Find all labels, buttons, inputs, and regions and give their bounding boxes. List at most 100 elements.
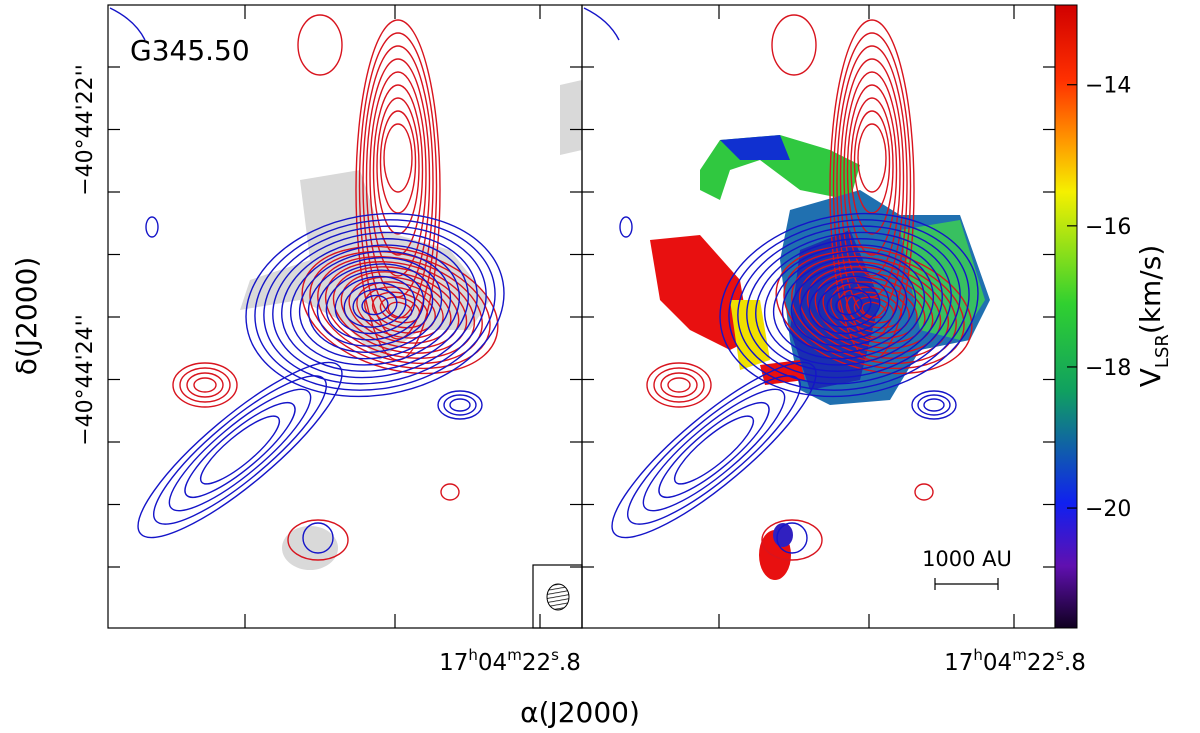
- blue-contour: [254, 219, 496, 391]
- red-contour: [440, 483, 460, 501]
- blue-contour: [673, 415, 755, 485]
- x-tick-part: h: [973, 646, 983, 664]
- beam-box: [532, 564, 583, 629]
- red-contour: [846, 84, 898, 256]
- x-tick-part: 17: [944, 650, 973, 676]
- blue-contour: [763, 244, 935, 366]
- blue-contour: [449, 398, 471, 412]
- red-contour: [667, 377, 691, 393]
- blue-contour: [658, 402, 770, 498]
- blue-contour: [781, 256, 917, 354]
- y-tick-label: −40°44'24'': [73, 314, 98, 446]
- blue-contour: [352, 288, 398, 322]
- blue-contour: [437, 390, 483, 420]
- blue-contour: [583, 7, 620, 41]
- blue-contour: [316, 263, 434, 347]
- red-contour: [340, 271, 460, 349]
- blue-contour: [755, 238, 943, 372]
- colorbar: [1054, 4, 1078, 629]
- colorbar-tick-label: −20: [1085, 497, 1131, 522]
- red-contour: [843, 71, 901, 277]
- red-contour: [172, 362, 238, 408]
- blue-contour: [835, 294, 863, 316]
- x-tick-part: h: [468, 646, 478, 664]
- blue-contour: [911, 390, 957, 420]
- blue-contour: [109, 7, 146, 41]
- blue-contour: [263, 225, 487, 385]
- red-contour: [383, 123, 413, 193]
- blue-contour: [826, 288, 872, 322]
- blue-contour: [626, 375, 802, 525]
- red-contour: [348, 276, 452, 344]
- red-contour: [660, 372, 698, 398]
- scale-label: 1000 AU: [922, 547, 1012, 571]
- x-axis-label: α(J2000): [520, 696, 640, 729]
- colorbar-tick-label: −14: [1085, 74, 1131, 99]
- blue-contour: [443, 394, 477, 416]
- red-contour: [850, 97, 894, 235]
- x-tick-part: .8: [1064, 650, 1086, 676]
- red-contour: [193, 377, 217, 393]
- red-contour: [287, 519, 349, 561]
- red-contour: [814, 271, 934, 349]
- colorbar-label: VLSR(km/s): [1134, 245, 1173, 387]
- red-contour: [822, 276, 926, 344]
- x-tick-part: m: [1012, 646, 1027, 664]
- blue-contour: [307, 256, 443, 354]
- blue-contour: [281, 238, 469, 372]
- blue-contour: [343, 282, 407, 328]
- contour-set: [583, 7, 979, 561]
- contours: [109, 7, 979, 561]
- red-contour: [379, 110, 417, 214]
- blue-contour: [790, 263, 908, 347]
- red-contour: [771, 14, 817, 76]
- red-contour: [646, 362, 712, 408]
- red-contour: [914, 483, 934, 501]
- red-contour: [301, 245, 499, 375]
- blue-contour: [199, 415, 281, 485]
- red-contour: [186, 372, 224, 398]
- red-contour: [376, 97, 420, 235]
- x-tick-part: 04: [983, 650, 1012, 676]
- blue-contour: [817, 282, 881, 328]
- x-tick-part: 22: [522, 650, 551, 676]
- colorbar-tick-label: −16: [1085, 215, 1131, 240]
- blue-contour: [799, 269, 899, 341]
- blue-contour: [642, 388, 786, 512]
- blue-contour: [719, 212, 979, 398]
- red-contour: [857, 123, 887, 193]
- colorbar-tick-label: −18: [1085, 356, 1131, 381]
- red-contour: [761, 519, 823, 561]
- red-contour: [775, 245, 973, 375]
- blue-contour: [272, 231, 478, 379]
- red-contour: [653, 367, 705, 403]
- red-contour: [832, 32, 912, 340]
- blue-contour: [923, 398, 945, 412]
- blue-contour: [772, 250, 926, 360]
- red-contour: [798, 261, 950, 359]
- ticks: −14 −16 −18 −20: [108, 5, 1131, 628]
- red-contour: [179, 367, 231, 403]
- blue-contour: [776, 522, 808, 554]
- y-axis-label: δ(J2000): [10, 257, 43, 376]
- blue-contour: [298, 250, 452, 360]
- blue-contour: [137, 361, 343, 539]
- blue-contour: [917, 394, 951, 416]
- blue-contour: [728, 219, 970, 391]
- blue-contour: [334, 275, 416, 335]
- blue-contour: [152, 375, 328, 525]
- blue-contour: [737, 225, 961, 385]
- blue-contour: [168, 388, 312, 512]
- x-tick-part: m: [507, 646, 522, 664]
- x-tick-part: s: [551, 646, 559, 664]
- red-contour: [369, 71, 427, 277]
- x-tick-part: 04: [478, 650, 507, 676]
- x-tick-part: 17: [439, 650, 468, 676]
- red-contour: [297, 14, 343, 76]
- panel-label: G345.50: [130, 34, 250, 67]
- x-tick-part: s: [1056, 646, 1064, 664]
- blue-contour: [325, 269, 425, 341]
- blue-contour: [289, 244, 461, 366]
- y-tick-label: −40°44'22'': [73, 64, 98, 196]
